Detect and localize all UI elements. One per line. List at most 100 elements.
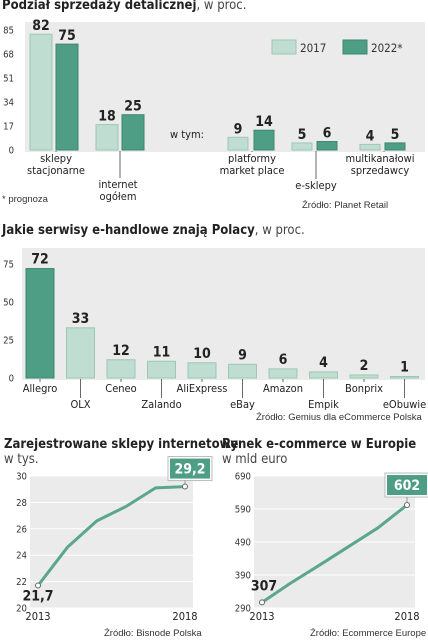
chart4-ytick-label: 290 [235, 604, 251, 615]
chart1-category-label-line: sprzedawcy [351, 164, 410, 177]
chart2-ytick-label: 50 [3, 298, 14, 309]
chart3-ytick-label: 28 [16, 498, 27, 509]
chart2-bar [147, 360, 176, 379]
chart4-point-last [404, 502, 410, 509]
chart1-data-label: 5 [298, 127, 307, 143]
chart1-bar [253, 129, 275, 151]
chart2-data-label: 2 [360, 358, 369, 374]
chart2-data-label: 1 [400, 359, 409, 375]
chart3-data-label-last: 29,2 [174, 462, 205, 478]
chart1-note: * prognoza [2, 194, 48, 205]
chart2-ytick-label: 75 [3, 260, 14, 271]
chart2-bar [268, 368, 298, 379]
chart2-bar [25, 268, 55, 379]
chart1-legend-swatch-2022 [342, 39, 368, 55]
chart1-bar [359, 143, 381, 151]
chart1-source: Źródło: Planet Retail [302, 200, 389, 211]
chart1-bar [316, 141, 338, 151]
chart1-w-tym-label: w tym: [170, 128, 204, 141]
chart1-category-label-line: internet [98, 178, 137, 191]
chart1-data-label: 75 [58, 28, 76, 44]
chart1-category-label: multikanałowi sprzedawcy [346, 152, 415, 177]
chart1-data-label: 9 [234, 121, 243, 137]
chart2-data-label: 9 [238, 347, 247, 363]
chart4-source: Źródło: Ecommerce Europe [310, 628, 427, 639]
chart3-plot-bg [30, 476, 193, 608]
chart2-bar [66, 327, 95, 379]
chart1-ytick-label: 85 [3, 26, 14, 37]
chart3-point-first [35, 582, 41, 589]
chart2-bar [228, 363, 257, 379]
chart1-data-label: 18 [98, 109, 116, 125]
chart3-title: Zarejestrowane sklepy internetowe [4, 437, 239, 452]
chart2-bar [187, 362, 217, 379]
chart1-ytick-label: 0 [9, 146, 14, 157]
chart1-category-label: platformy market place [220, 152, 285, 177]
chart1-bar [121, 114, 145, 151]
chart2-source: Źródło: Gemius dla eCommerce Polska [256, 412, 422, 423]
chart2-category-label: Empik [308, 398, 339, 411]
chart1-category-label-line: market place [220, 164, 285, 177]
chart1-data-label: 82 [32, 18, 50, 34]
chart2-bar [106, 359, 136, 379]
chart4-ytick-label: 690 [235, 472, 251, 483]
chart1-bar [291, 142, 313, 151]
chart2-data-label: 33 [72, 311, 90, 327]
chart4-series-line [261, 503, 408, 604]
chart1-data-label: 6 [323, 126, 332, 142]
chart1-title: Podział sprzedaży detalicznej [2, 0, 197, 13]
chart2-category-label: Ceneo [105, 382, 136, 395]
chart4-ytick-label: 490 [235, 538, 251, 549]
chart2-category-label: eBay [230, 398, 255, 411]
chart4-data-label-last: 602 [394, 478, 420, 494]
chart2-title: Jakie serwisy e-handlowe znają Polacy [2, 223, 255, 238]
chart3-xtick-label: 2013 [25, 610, 50, 623]
chart3-ytick-label: 26 [16, 524, 27, 535]
chart4-unit: w mld euro [222, 452, 288, 467]
chart1-category-label-line: platformy [228, 152, 276, 165]
chart2-category-label: Bonprix [345, 382, 383, 395]
chart1-category-label-line: sklepy [40, 152, 72, 165]
chart3-data-label-first: 21,7 [22, 589, 53, 605]
chart2-data-label: 4 [319, 355, 328, 371]
chart4-point-first [259, 599, 265, 606]
chart1-bar [227, 136, 249, 151]
chart2-data-label: 72 [31, 252, 49, 268]
chart2-bar [309, 371, 338, 379]
chart1-data-label: 5 [391, 127, 400, 143]
chart2-bar [390, 375, 419, 379]
chart4-ytick-label: 590 [235, 505, 251, 516]
chart2-data-label: 6 [279, 352, 288, 368]
chart1-category-label-line: ogółem [100, 190, 137, 203]
chart1-ytick-label: 34 [3, 98, 14, 109]
chart3-xtick-label: 2018 [172, 610, 197, 623]
chart4-callout-box [387, 475, 427, 496]
chart1-bar [384, 142, 406, 151]
chart1-category-label-line: multikanałowi [346, 152, 415, 165]
chart3-ytick-label: 22 [16, 577, 27, 588]
chart2-ytick-label: 25 [3, 336, 14, 347]
chart2-data-label: 11 [153, 344, 171, 360]
chart1-data-label: 25 [124, 99, 142, 115]
chart1-unit: , w proc. [196, 0, 247, 13]
chart1-bar [55, 43, 79, 151]
chart1-legend-swatch-2017 [271, 39, 297, 55]
chart2-ytick-label: 0 [9, 374, 14, 385]
chart1-ytick-label: 51 [3, 74, 14, 85]
chart4-ytick-label: 390 [235, 571, 251, 582]
chart1-data-label: 4 [366, 128, 375, 144]
chart3-ytick-label: 24 [16, 551, 27, 562]
chart2-category-label: AliExpress [177, 382, 228, 395]
chart2-category-label: OLX [70, 398, 90, 411]
chart3-point-last [182, 483, 188, 490]
chart1-ytick-label: 17 [3, 122, 14, 133]
chart2-unit: , w proc. [254, 223, 305, 238]
chart1-data-label: 14 [255, 114, 273, 130]
chart2-data-label: 10 [193, 346, 211, 362]
chart1-category-label-line: e-sklepy [295, 179, 337, 192]
chart2-category-label: eObuwie [383, 398, 426, 411]
chart3-source: Źródło: Bisnode Polska [104, 628, 202, 639]
